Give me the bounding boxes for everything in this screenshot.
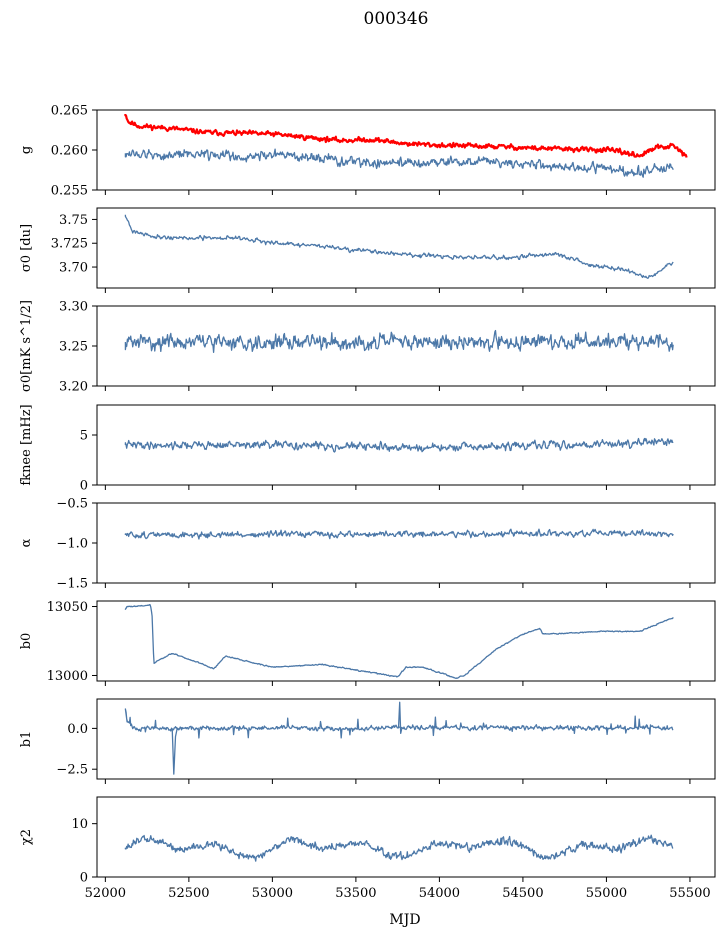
- y-tick-label: 0: [80, 479, 88, 494]
- y-tick-label: 13000: [47, 669, 88, 684]
- panel-frame: [96, 698, 716, 780]
- panel-8: 0 10 χ2: [19, 796, 716, 886]
- panel-7: −2.5 0.0 b1: [19, 698, 716, 784]
- y-tick-label: 3.30: [59, 300, 88, 315]
- panel-3: 3.20 3.25 3.30 σ0[mK s^1/2]: [19, 300, 716, 395]
- y-axis-label: σ0[mK s^1/2]: [19, 300, 34, 392]
- x-axis: 52000 52500 53000 53500 54000 54500 55000 55500: [85, 886, 711, 901]
- series-line-4-1: [124, 437, 674, 453]
- series-line-1-2: [124, 148, 674, 178]
- panel-frame: [96, 600, 716, 682]
- figure-title: 000346: [364, 9, 429, 29]
- panel-1: 0.255 0.260 0.265 g: [19, 104, 716, 199]
- y-axis-label: σ0 [du]: [19, 224, 34, 272]
- y-axis-label: α: [19, 538, 34, 547]
- y-tick-label: −2.5: [56, 763, 88, 778]
- y-tick-label: 5: [80, 429, 88, 444]
- y-tick-label: 0.265: [51, 104, 88, 119]
- x-axis-label: MJD: [389, 912, 420, 928]
- x-tick-label: 54500: [502, 886, 543, 901]
- panel-6: 13000 13050 b0: [19, 600, 716, 686]
- x-tick-label: 52000: [85, 886, 126, 901]
- y-tick-label: −0.5: [56, 497, 88, 512]
- y-tick-label: 3.25: [59, 340, 88, 355]
- series-line-2-1: [124, 214, 674, 279]
- y-tick-label: 0.0: [67, 722, 88, 737]
- series-line-3-1: [124, 329, 674, 353]
- series-line-1-1: [124, 114, 688, 158]
- panel-2: 3.70 3.725 3.75 σ0 [du]: [19, 207, 716, 293]
- series-line-5-1: [124, 528, 674, 540]
- series-line-7-3: [397, 701, 403, 734]
- panel-frame: [96, 305, 716, 387]
- y-axis-label: g: [19, 146, 34, 154]
- panel-frame: [96, 404, 716, 486]
- panel-4: 0 5 fknee [mHz]: [19, 404, 716, 494]
- y-tick-label: 13050: [47, 600, 88, 615]
- x-tick-label: 52500: [168, 886, 209, 901]
- series-line-8-1: [124, 834, 674, 862]
- panel-5: −1.5 −1.0 −0.5 α: [19, 497, 716, 592]
- y-tick-label: 0.260: [51, 144, 88, 159]
- y-tick-label: 0: [80, 871, 88, 886]
- x-tick-label: 54000: [419, 886, 460, 901]
- panel-frame: [96, 207, 716, 289]
- y-tick-label: 10: [71, 817, 88, 832]
- y-tick-label: −1.0: [56, 537, 88, 552]
- y-axis-label: b0: [19, 633, 34, 650]
- panel-frame: [96, 502, 716, 584]
- y-tick-label: 3.75: [59, 213, 88, 228]
- y-tick-label: 3.70: [59, 261, 88, 276]
- x-tick-label: 55000: [586, 886, 627, 901]
- series-line-7-2: [171, 728, 178, 775]
- x-tick-label: 53000: [252, 886, 293, 901]
- x-tick-label: 55500: [669, 886, 710, 901]
- panel-frame: [96, 109, 716, 191]
- y-axis-label: χ2: [19, 829, 34, 845]
- x-tick-label: 53500: [335, 886, 376, 901]
- y-axis-label: fknee [mHz]: [19, 404, 34, 485]
- y-tick-label: 0.255: [51, 184, 88, 199]
- y-tick-label: 3.20: [59, 380, 88, 395]
- panel-frame: [96, 796, 716, 878]
- y-tick-label: −1.5: [56, 577, 88, 592]
- panels-group: 0.255 0.260 0.265 g 3.70 3.725 3.75 σ0 [du] 3.20…: [19, 104, 716, 886]
- y-axis-label: b1: [19, 731, 34, 748]
- series-line-6-1: [124, 604, 674, 680]
- y-tick-label: 3.725: [51, 237, 88, 252]
